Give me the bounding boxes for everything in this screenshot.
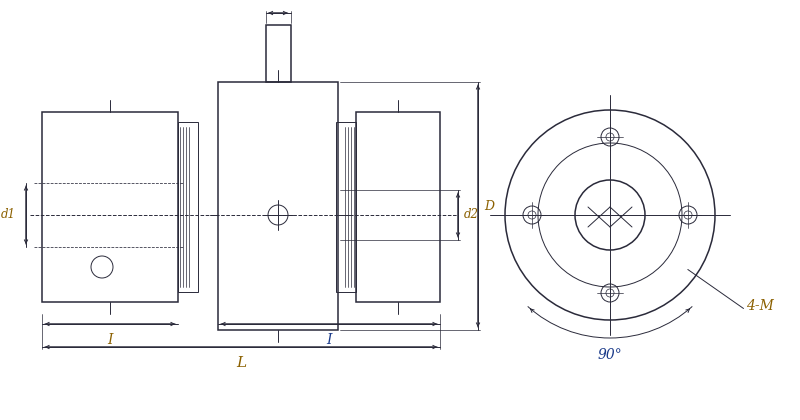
Text: F: F	[273, 0, 283, 3]
Text: 90°: 90°	[598, 348, 622, 362]
Bar	[178, 122, 198, 292]
Bar	[218, 82, 338, 330]
Text: D: D	[484, 200, 494, 213]
Text: d1: d1	[1, 208, 16, 221]
Bar	[42, 112, 178, 302]
Text: d2: d2	[464, 208, 479, 221]
Text: I: I	[107, 333, 113, 347]
Bar	[356, 112, 440, 302]
Text: I: I	[326, 333, 332, 347]
Text: 4-M: 4-M	[746, 299, 774, 313]
Bar	[266, 25, 290, 82]
Bar	[336, 122, 356, 292]
Text: L: L	[236, 356, 246, 370]
